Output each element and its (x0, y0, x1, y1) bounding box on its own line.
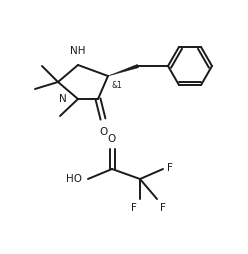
Text: F: F (131, 203, 137, 213)
Text: O: O (100, 127, 108, 137)
Polygon shape (108, 64, 139, 76)
Text: N: N (59, 94, 67, 104)
Text: HO: HO (66, 174, 82, 184)
Text: O: O (108, 134, 116, 144)
Text: F: F (167, 163, 173, 173)
Text: F: F (160, 203, 166, 213)
Text: &1: &1 (111, 81, 122, 90)
Text: NH: NH (70, 46, 86, 56)
